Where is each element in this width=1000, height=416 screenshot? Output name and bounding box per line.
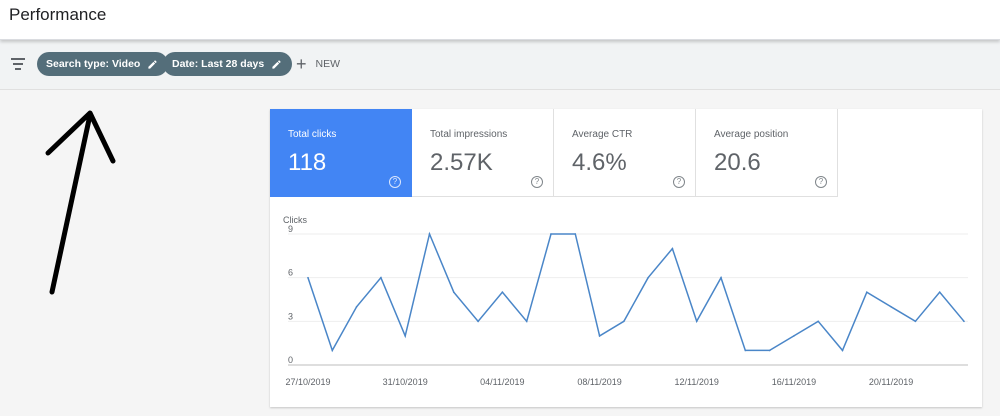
metric-total-clicks[interactable]: Total clicks 118 ? bbox=[270, 109, 412, 197]
filter-list-icon[interactable] bbox=[11, 58, 25, 70]
new-filter-button[interactable]: + NEW bbox=[296, 55, 340, 73]
date-range-chip[interactable]: Date: Last 28 days bbox=[163, 52, 293, 76]
data-point[interactable] bbox=[598, 335, 601, 337]
x-tick-label: 12/11/2019 bbox=[675, 377, 719, 387]
data-point[interactable] bbox=[331, 349, 334, 352]
y-tick-label: 3 bbox=[288, 311, 293, 321]
data-point[interactable] bbox=[647, 276, 649, 279]
y-tick-label: 6 bbox=[288, 268, 293, 278]
metric-label: Average position bbox=[714, 129, 789, 140]
x-tick-label: 16/11/2019 bbox=[772, 377, 816, 387]
page-title: Performance bbox=[9, 5, 107, 24]
help-icon[interactable]: ? bbox=[815, 176, 827, 188]
chip-label: Date: Last 28 days bbox=[172, 58, 265, 70]
data-point[interactable] bbox=[404, 335, 406, 337]
data-point[interactable] bbox=[550, 233, 552, 235]
metric-value: 20.6 bbox=[714, 149, 761, 176]
search-type-chip[interactable]: Search type: Video bbox=[37, 52, 169, 76]
data-point[interactable] bbox=[501, 291, 504, 294]
pencil-icon[interactable] bbox=[271, 59, 282, 70]
data-point[interactable] bbox=[307, 276, 309, 279]
y-tick-label: 9 bbox=[288, 224, 293, 234]
data-point[interactable] bbox=[914, 320, 917, 323]
header: Performance bbox=[0, 0, 1000, 40]
metric-value: 4.6% bbox=[572, 149, 627, 176]
clicks-series-points bbox=[307, 233, 965, 352]
filter-bar: Search type: Video Date: Last 28 days + … bbox=[0, 40, 1000, 90]
metric-label: Total impressions bbox=[430, 129, 508, 140]
data-point[interactable] bbox=[963, 320, 965, 323]
x-tick-label: 08/11/2019 bbox=[577, 377, 621, 387]
annotation-arrow-icon bbox=[45, 110, 116, 295]
data-point[interactable] bbox=[452, 291, 455, 294]
x-axis-ticks: 27/10/2019 31/10/2019 04/11/2019 08/11/2019… bbox=[285, 377, 913, 387]
data-point[interactable] bbox=[574, 233, 577, 235]
y-tick-label: 0 bbox=[288, 355, 293, 365]
data-point[interactable] bbox=[768, 349, 771, 352]
performance-card: Total clicks 118 ? Total impressions 2.5… bbox=[270, 109, 982, 407]
data-point[interactable] bbox=[355, 305, 358, 308]
metric-value: 118 bbox=[288, 149, 327, 176]
help-icon[interactable]: ? bbox=[389, 176, 401, 188]
x-tick-label: 27/10/2019 bbox=[285, 377, 330, 387]
data-point[interactable] bbox=[428, 233, 431, 235]
data-point[interactable] bbox=[380, 276, 382, 279]
data-point[interactable] bbox=[623, 320, 625, 323]
x-tick-label: 20/11/2019 bbox=[869, 377, 913, 387]
data-point[interactable] bbox=[525, 320, 528, 323]
x-tick-label: 31/10/2019 bbox=[383, 377, 428, 387]
chip-label: Search type: Video bbox=[46, 58, 141, 70]
new-button-label: NEW bbox=[315, 58, 341, 70]
metric-average-position[interactable]: Average position 20.6 ? bbox=[696, 109, 838, 197]
pencil-icon[interactable] bbox=[147, 59, 158, 70]
metric-total-impressions[interactable]: Total impressions 2.57K ? bbox=[412, 109, 554, 197]
data-point[interactable] bbox=[817, 320, 820, 323]
help-icon[interactable]: ? bbox=[673, 176, 685, 188]
data-point[interactable] bbox=[671, 247, 674, 250]
clicks-series-line bbox=[307, 231, 965, 353]
data-point[interactable] bbox=[720, 276, 722, 279]
y-axis-ticks: 0 3 6 9 bbox=[288, 224, 293, 365]
metric-label: Total clicks bbox=[288, 129, 337, 140]
plus-icon: + bbox=[296, 54, 307, 74]
y-axis-label: Clicks bbox=[283, 215, 307, 225]
data-point[interactable] bbox=[477, 320, 479, 323]
data-point[interactable] bbox=[841, 349, 844, 352]
metric-average-ctr[interactable]: Average CTR 4.6% ? bbox=[554, 109, 696, 197]
clicks-line-chart: Clicks 0 3 6 9 27/10/2019 31/10/2019 04/11/20… bbox=[283, 215, 968, 387]
data-point[interactable] bbox=[938, 291, 941, 294]
metric-value: 2.57K bbox=[430, 149, 493, 176]
metric-label: Average CTR bbox=[572, 129, 633, 140]
data-point[interactable] bbox=[744, 349, 747, 352]
help-icon[interactable]: ? bbox=[531, 176, 543, 188]
data-point[interactable] bbox=[890, 305, 892, 308]
data-point[interactable] bbox=[866, 291, 868, 294]
data-point[interactable] bbox=[793, 335, 795, 337]
x-tick-label: 04/11/2019 bbox=[480, 377, 524, 387]
data-point[interactable] bbox=[695, 320, 698, 323]
